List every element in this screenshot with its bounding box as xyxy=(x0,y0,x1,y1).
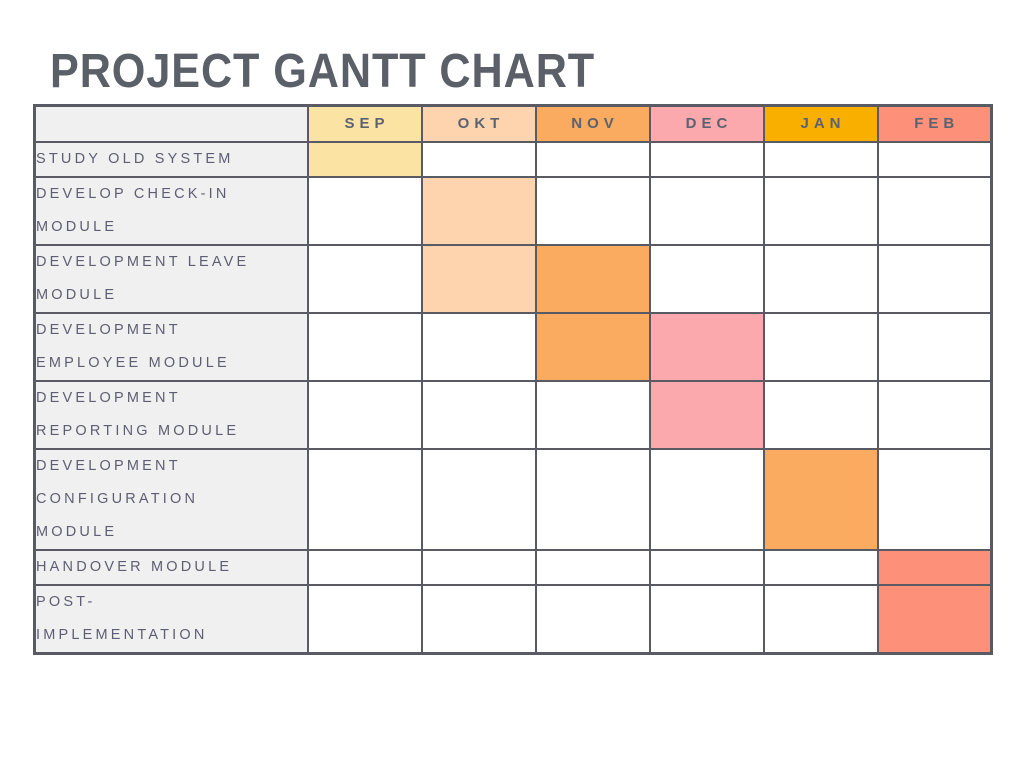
gantt-cell-dec xyxy=(648,243,765,314)
gantt-cell-feb xyxy=(876,140,993,178)
task-row: DEVELOP CHECK-IN MODULE xyxy=(33,175,993,246)
task-name-cell: HANDOVER MODULE xyxy=(33,548,309,586)
month-header-nov: NOV xyxy=(534,104,651,143)
task-name-line: EMPLOYEE MODULE xyxy=(36,354,230,371)
gantt-cell-sep xyxy=(306,548,423,586)
gantt-cell-jan xyxy=(762,243,879,314)
gantt-bar-dec xyxy=(648,311,765,382)
month-header-feb: FEB xyxy=(876,104,993,143)
task-name-line: DEVELOP CHECK-IN xyxy=(36,185,230,202)
gantt-bar-feb xyxy=(876,583,993,654)
gantt-bar-jan xyxy=(762,447,879,551)
gantt-cell-sep xyxy=(306,379,423,450)
task-name-cell: DEVELOP CHECK-IN MODULE xyxy=(33,175,309,246)
corner-header-cell xyxy=(33,104,309,143)
gantt-cell-nov xyxy=(534,379,651,450)
gantt-cell-feb xyxy=(876,175,993,246)
gantt-cell-okt xyxy=(420,447,537,551)
gantt-cell-okt xyxy=(420,583,537,654)
task-name-cell: DEVELOPMENT CONFIGURATION MODULE xyxy=(33,447,309,551)
gantt-cell-okt xyxy=(420,548,537,586)
gantt-cell-feb xyxy=(876,379,993,450)
task-row: DEVELOPMENT LEAVE MODULE xyxy=(33,243,993,314)
gantt-cell-dec xyxy=(648,140,765,178)
page-title: PROJECT GANTT CHART xyxy=(50,45,596,98)
task-row: DEVELOPMENT CONFIGURATION MODULE xyxy=(33,447,993,551)
gantt-cell-nov xyxy=(534,175,651,246)
task-name-line: MODULE xyxy=(36,523,118,540)
gantt-cell-sep xyxy=(306,243,423,314)
task-name-cell: STUDY OLD SYSTEM xyxy=(33,140,309,178)
task-row: DEVELOPMENT REPORTING MODULE xyxy=(33,379,993,450)
gantt-cell-sep xyxy=(306,583,423,654)
gantt-cell-jan xyxy=(762,311,879,382)
task-name-cell: POST- IMPLEMENTATION xyxy=(33,583,309,654)
month-header-row: SEP OKT NOV DEC JAN FEB xyxy=(33,104,993,143)
task-name-line: MODULE xyxy=(36,218,118,235)
month-header-okt: OKT xyxy=(420,104,537,143)
task-row: DEVELOPMENT EMPLOYEE MODULE xyxy=(33,311,993,382)
task-name-cell: DEVELOPMENT LEAVE MODULE xyxy=(33,243,309,314)
gantt-cell-dec xyxy=(648,175,765,246)
task-row: STUDY OLD SYSTEM xyxy=(33,140,993,178)
task-name-line: DEVELOPMENT xyxy=(36,457,181,474)
task-row: POST- IMPLEMENTATION xyxy=(33,583,993,654)
gantt-table: SEP OKT NOV DEC JAN FEB STUDY OLD SYSTEM… xyxy=(33,104,993,655)
gantt-cell-feb xyxy=(876,311,993,382)
gantt-cell-dec xyxy=(648,447,765,551)
month-header-jan: JAN xyxy=(762,104,879,143)
gantt-cell-jan xyxy=(762,379,879,450)
gantt-cell-okt xyxy=(420,140,537,178)
gantt-cell-nov xyxy=(534,447,651,551)
task-name-cell: DEVELOPMENT EMPLOYEE MODULE xyxy=(33,311,309,382)
task-name-line: DEVELOPMENT LEAVE xyxy=(36,253,250,270)
month-header-dec: DEC xyxy=(648,104,765,143)
task-row: HANDOVER MODULE xyxy=(33,548,993,586)
task-name-line: DEVELOPMENT xyxy=(36,389,181,406)
task-name-line: STUDY OLD SYSTEM xyxy=(36,150,234,167)
task-name-line: REPORTING MODULE xyxy=(36,422,240,439)
gantt-cell-dec xyxy=(648,548,765,586)
gantt-cell-sep xyxy=(306,447,423,551)
gantt-cell-jan xyxy=(762,140,879,178)
gantt-cell-dec xyxy=(648,583,765,654)
gantt-bar-nov xyxy=(534,243,651,314)
gantt-cell-sep xyxy=(306,311,423,382)
month-header-sep: SEP xyxy=(306,104,423,143)
task-name-line: HANDOVER MODULE xyxy=(36,558,233,575)
gantt-bar-dec xyxy=(648,379,765,450)
gantt-bar-nov xyxy=(534,311,651,382)
task-name-line: MODULE xyxy=(36,286,118,303)
gantt-cell-feb xyxy=(876,243,993,314)
task-name-line: DEVELOPMENT xyxy=(36,321,181,338)
task-name-cell: DEVELOPMENT REPORTING MODULE xyxy=(33,379,309,450)
gantt-bar-sep xyxy=(306,140,423,178)
gantt-bar-feb xyxy=(876,548,993,586)
gantt-cell-nov xyxy=(534,583,651,654)
task-name-line: IMPLEMENTATION xyxy=(36,626,208,643)
gantt-cell-nov xyxy=(534,548,651,586)
task-name-line: CONFIGURATION xyxy=(36,490,199,507)
gantt-cell-sep xyxy=(306,175,423,246)
gantt-cell-jan xyxy=(762,548,879,586)
gantt-cell-okt xyxy=(420,311,537,382)
gantt-cell-jan xyxy=(762,175,879,246)
gantt-bar-okt xyxy=(420,175,537,246)
gantt-cell-okt xyxy=(420,379,537,450)
gantt-cell-nov xyxy=(534,140,651,178)
task-name-line: POST- xyxy=(36,593,96,610)
gantt-cell-jan xyxy=(762,583,879,654)
gantt-bar-okt xyxy=(420,243,537,314)
gantt-cell-feb xyxy=(876,447,993,551)
